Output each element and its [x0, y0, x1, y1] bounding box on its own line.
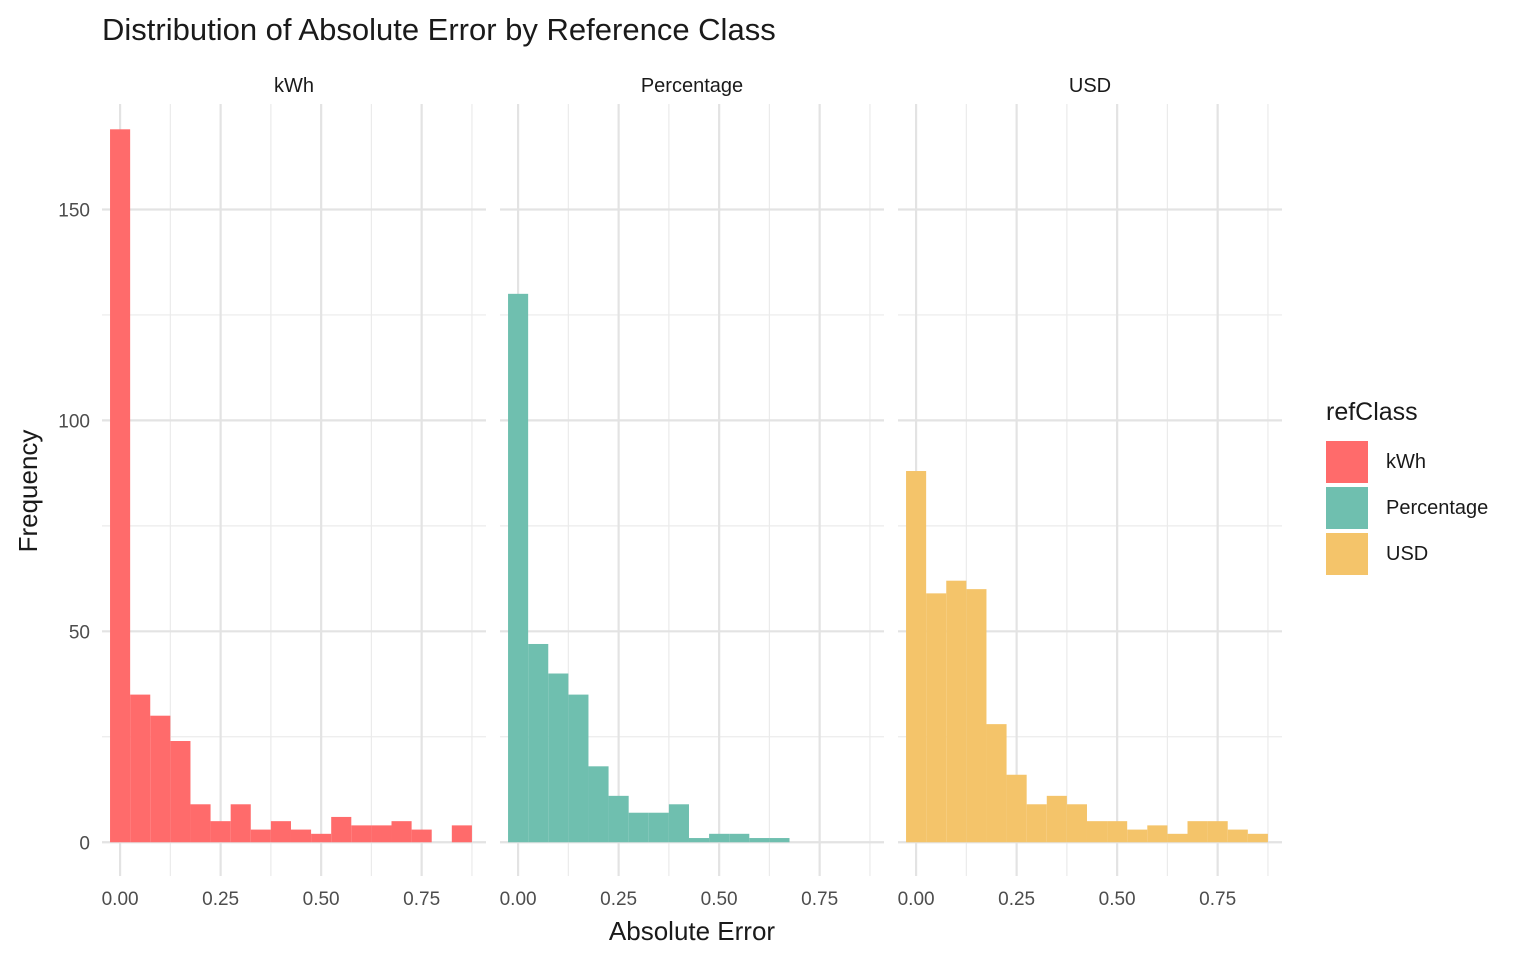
legend-label-usd: USD	[1386, 542, 1429, 565]
x-tick-label: 0.50	[701, 889, 738, 910]
y-tick-label: 50	[69, 622, 90, 643]
legend: refClass kWh Percentage USD	[1326, 398, 1488, 577]
bar-kwh	[110, 129, 131, 843]
bar-kwh	[391, 821, 412, 843]
bar-usd	[1086, 821, 1108, 843]
bar-usd	[906, 471, 927, 843]
facet-label-usd: USD	[1069, 75, 1111, 97]
bar-usd	[1006, 774, 1027, 843]
bar-kwh	[130, 694, 151, 843]
bar-usd	[1167, 833, 1188, 843]
bar-usd	[966, 589, 987, 843]
bar-percentage	[588, 766, 609, 843]
y-axis-label: Frequency	[13, 430, 43, 553]
x-axis-label: Absolute Error	[609, 916, 776, 946]
bar-kwh	[250, 829, 271, 843]
bar-kwh	[230, 804, 251, 843]
bar-kwh	[210, 821, 231, 843]
bar-percentage	[528, 643, 549, 843]
bar-usd	[1026, 804, 1047, 843]
x-tick-label: 0.50	[1099, 889, 1136, 910]
bar-usd	[1207, 821, 1228, 843]
bar-usd	[1107, 821, 1128, 843]
legend-label-percentage: Percentage	[1386, 496, 1489, 519]
legend-swatch-kwh	[1326, 441, 1368, 483]
bar-kwh	[170, 741, 191, 843]
bar-usd	[1187, 821, 1208, 843]
bar-percentage	[648, 812, 669, 843]
x-tick-label: 0.50	[303, 889, 340, 910]
bar-percentage	[709, 833, 730, 843]
bar-usd	[986, 724, 1007, 843]
bar-usd	[946, 580, 967, 843]
chart-title: Distribution of Absolute Error by Refere…	[102, 12, 776, 47]
legend-label-kwh: kWh	[1386, 450, 1426, 473]
bar-kwh	[311, 833, 332, 843]
bar-percentage	[608, 795, 629, 843]
legend-item-kwh: kWh	[1326, 439, 1488, 485]
bar-percentage	[548, 673, 569, 843]
bar-usd	[1127, 829, 1148, 843]
x-tick-label: 0.00	[898, 889, 935, 910]
bar-percentage	[729, 833, 750, 843]
y-tick-label: 0	[79, 833, 90, 854]
legend-item-usd: USD	[1326, 531, 1488, 577]
legend-item-percentage: Percentage	[1326, 485, 1488, 531]
facet-panels: kWh 0.00 0.25 0.50 0.75 Percentage 0.00 0.25 0.5…	[58, 75, 1282, 910]
facet-label-kwh: kWh	[274, 75, 314, 97]
x-tick-label: 0.25	[202, 889, 239, 910]
bar-usd	[1247, 833, 1268, 843]
x-tick-label: 0.75	[1199, 889, 1236, 910]
x-tick-label: 0.25	[998, 889, 1035, 910]
bar-usd	[1227, 829, 1248, 843]
x-tick-label: 0.75	[801, 889, 838, 910]
bar-kwh	[270, 821, 291, 843]
bar-percentage	[508, 293, 529, 843]
facet-label-percentage: Percentage	[641, 75, 743, 97]
bar-kwh	[351, 825, 372, 843]
bar-percentage	[628, 812, 649, 843]
bar-percentage	[668, 804, 689, 843]
bar-usd	[926, 593, 947, 843]
bar-kwh	[331, 816, 352, 843]
bar-usd	[1066, 804, 1087, 843]
legend-title: refClass	[1326, 398, 1418, 426]
y-tick-label: 100	[58, 411, 90, 432]
bar-percentage	[568, 694, 589, 843]
bar-kwh	[290, 829, 312, 843]
x-tick-label: 0.25	[600, 889, 637, 910]
x-tick-label: 0.75	[403, 889, 440, 910]
x-tick-label: 0.00	[500, 889, 537, 910]
y-tick-label: 150	[58, 200, 90, 221]
bar-percentage	[688, 838, 710, 843]
bar-usd	[1147, 825, 1168, 843]
bar-kwh	[411, 829, 432, 843]
x-tick-label: 0.00	[102, 889, 139, 910]
bar-kwh	[371, 825, 392, 843]
bar-usd	[1046, 795, 1067, 843]
bar-kwh	[451, 825, 472, 843]
legend-swatch-usd	[1326, 533, 1368, 575]
bar-kwh	[150, 715, 171, 843]
legend-swatch-percentage	[1326, 487, 1368, 529]
bar-kwh	[190, 804, 211, 843]
bar-percentage	[749, 838, 770, 843]
bar-percentage	[769, 838, 790, 843]
